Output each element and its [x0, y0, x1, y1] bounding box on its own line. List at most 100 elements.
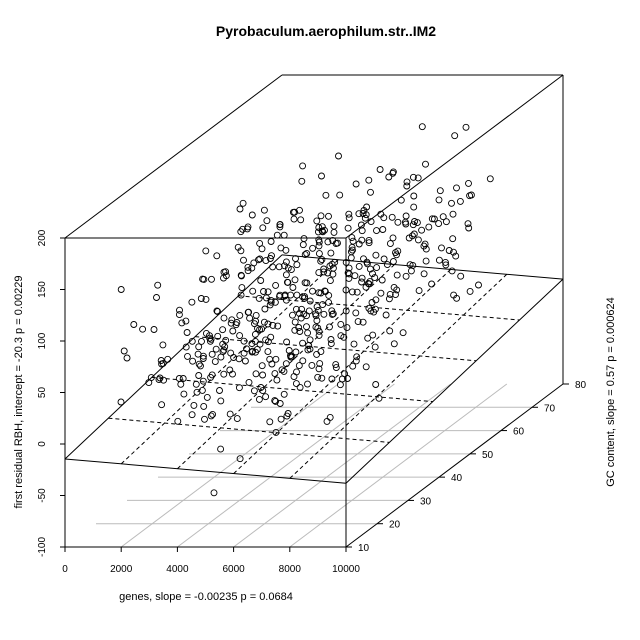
data-point — [377, 289, 385, 297]
data-point — [450, 248, 457, 256]
data-point — [385, 173, 393, 181]
data-point — [390, 340, 398, 348]
data-point — [212, 345, 220, 353]
data-point — [222, 336, 230, 344]
data-point — [199, 355, 207, 362]
data-point — [281, 291, 289, 299]
data-point — [486, 175, 494, 183]
plane-grid-line — [108, 417, 390, 443]
y-tick-label: 70 — [544, 403, 556, 414]
data-point — [189, 357, 197, 365]
data-point — [260, 318, 268, 326]
data-point — [418, 123, 426, 131]
data-point — [202, 247, 210, 255]
data-point — [304, 380, 311, 388]
data-point — [365, 304, 373, 312]
data-point — [343, 324, 351, 332]
data-point — [389, 258, 397, 265]
data-point — [269, 263, 277, 271]
data-point — [392, 249, 399, 257]
data-point — [316, 360, 324, 368]
data-point — [183, 329, 191, 336]
data-point — [317, 348, 325, 356]
data-point — [428, 280, 436, 288]
data-point — [358, 274, 366, 282]
data-point — [248, 348, 256, 356]
data-point — [200, 402, 208, 410]
plane-edge — [345, 278, 564, 484]
data-point — [453, 184, 460, 192]
data-point — [176, 306, 183, 314]
z-tick-label: 150 — [37, 281, 48, 298]
data-point — [220, 370, 228, 378]
data-point — [203, 393, 211, 401]
data-point — [182, 343, 190, 351]
z-tick-label: 100 — [37, 332, 48, 349]
data-point — [365, 239, 373, 247]
data-point — [328, 310, 336, 318]
data-point — [259, 224, 267, 232]
data-point — [299, 357, 307, 365]
data-point — [411, 218, 418, 225]
data-point — [213, 307, 221, 315]
data-point — [239, 199, 247, 207]
data-point — [318, 223, 326, 231]
data-point — [314, 373, 322, 381]
data-point — [350, 340, 358, 348]
data-point — [232, 321, 240, 329]
data-point — [293, 368, 300, 376]
data-point — [276, 223, 284, 231]
data-point — [306, 297, 314, 305]
data-point — [371, 343, 379, 351]
data-point — [150, 326, 158, 333]
data-point — [199, 377, 207, 385]
data-point — [139, 325, 147, 333]
data-point — [321, 287, 329, 295]
data-point — [317, 289, 325, 297]
data-point — [321, 288, 329, 296]
data-point — [329, 270, 337, 278]
data-point — [347, 248, 355, 256]
data-point — [453, 294, 461, 302]
data-point — [159, 359, 167, 367]
data-point — [274, 322, 282, 330]
data-point — [315, 250, 323, 258]
data-point — [306, 345, 314, 353]
data-point — [320, 310, 328, 318]
data-point — [318, 172, 325, 180]
data-point — [318, 374, 326, 382]
data-point — [365, 236, 373, 244]
data-point — [414, 174, 422, 182]
data-point — [250, 387, 258, 395]
data-point — [250, 259, 258, 267]
data-point — [282, 246, 290, 254]
floor-grid-line — [289, 383, 508, 548]
data-point — [415, 287, 423, 295]
data-point — [217, 445, 225, 453]
data-point — [272, 281, 280, 289]
data-point — [272, 428, 280, 436]
data-point — [248, 211, 256, 219]
data-point — [245, 378, 253, 386]
data-point — [290, 215, 298, 223]
data-point — [403, 182, 411, 190]
data-point — [226, 410, 234, 418]
data-point — [457, 272, 465, 280]
data-point — [233, 415, 241, 423]
data-point — [327, 249, 335, 257]
data-point — [386, 240, 394, 248]
data-point — [240, 337, 248, 345]
data-point — [386, 290, 394, 298]
data-point — [348, 288, 356, 296]
data-point — [197, 295, 205, 302]
data-point — [272, 355, 280, 363]
data-point — [328, 375, 336, 383]
data-point — [276, 220, 284, 228]
data-point — [326, 262, 334, 270]
data-point — [361, 214, 369, 222]
data-point — [214, 332, 222, 340]
data-point — [348, 234, 356, 242]
data-point — [210, 489, 218, 497]
data-point — [244, 267, 252, 275]
data-point — [299, 339, 307, 347]
